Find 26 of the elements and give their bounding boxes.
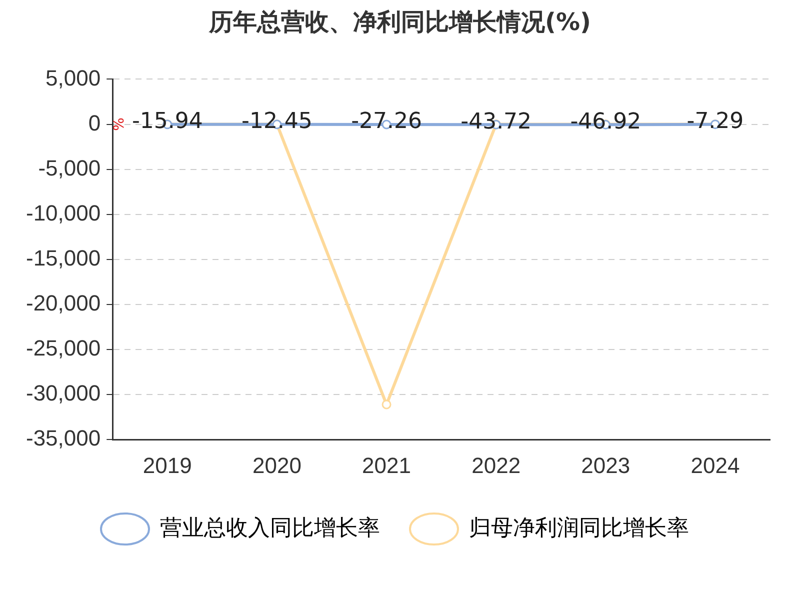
x-tick-label: 2020 <box>252 452 302 478</box>
y-tick-label: -20,000 <box>26 290 101 316</box>
data-label: -12.45 <box>242 109 312 134</box>
data-label: -15.94 <box>132 109 203 134</box>
legend-label: 营业总收入同比增长率 <box>160 515 380 540</box>
chart-title: 历年总营收、净利同比增长情况(%) <box>208 7 592 38</box>
point <box>382 400 392 410</box>
x-tick-label: 2021 <box>362 452 411 478</box>
y-axis-title: % <box>112 118 128 131</box>
data-label: -43.72 <box>460 109 532 134</box>
y-tick-label: -25,000 <box>26 336 101 361</box>
y-tick-label: 0 <box>88 110 101 136</box>
y-tick-label: -10,000 <box>26 200 101 226</box>
x-tick-label: 2024 <box>690 452 740 478</box>
x-tick-label: 2022 <box>472 452 521 478</box>
y-tick-label: -15,000 <box>26 245 101 270</box>
y-tick-label: -30,000 <box>26 380 101 406</box>
x-tick-label: 2023 <box>581 452 630 478</box>
y-tick-label: -5,000 <box>38 155 101 180</box>
y-tick-label: -35,000 <box>26 426 101 451</box>
x-tick-label: 2019 <box>142 452 192 478</box>
y-tick-label: 5,000 <box>46 65 101 90</box>
data-label: -27.26 <box>351 109 422 134</box>
data-label: -7.29 <box>686 109 744 134</box>
data-label: -46.92 <box>570 109 642 134</box>
legend-label: 归母净利润同比增长率 <box>469 515 689 540</box>
